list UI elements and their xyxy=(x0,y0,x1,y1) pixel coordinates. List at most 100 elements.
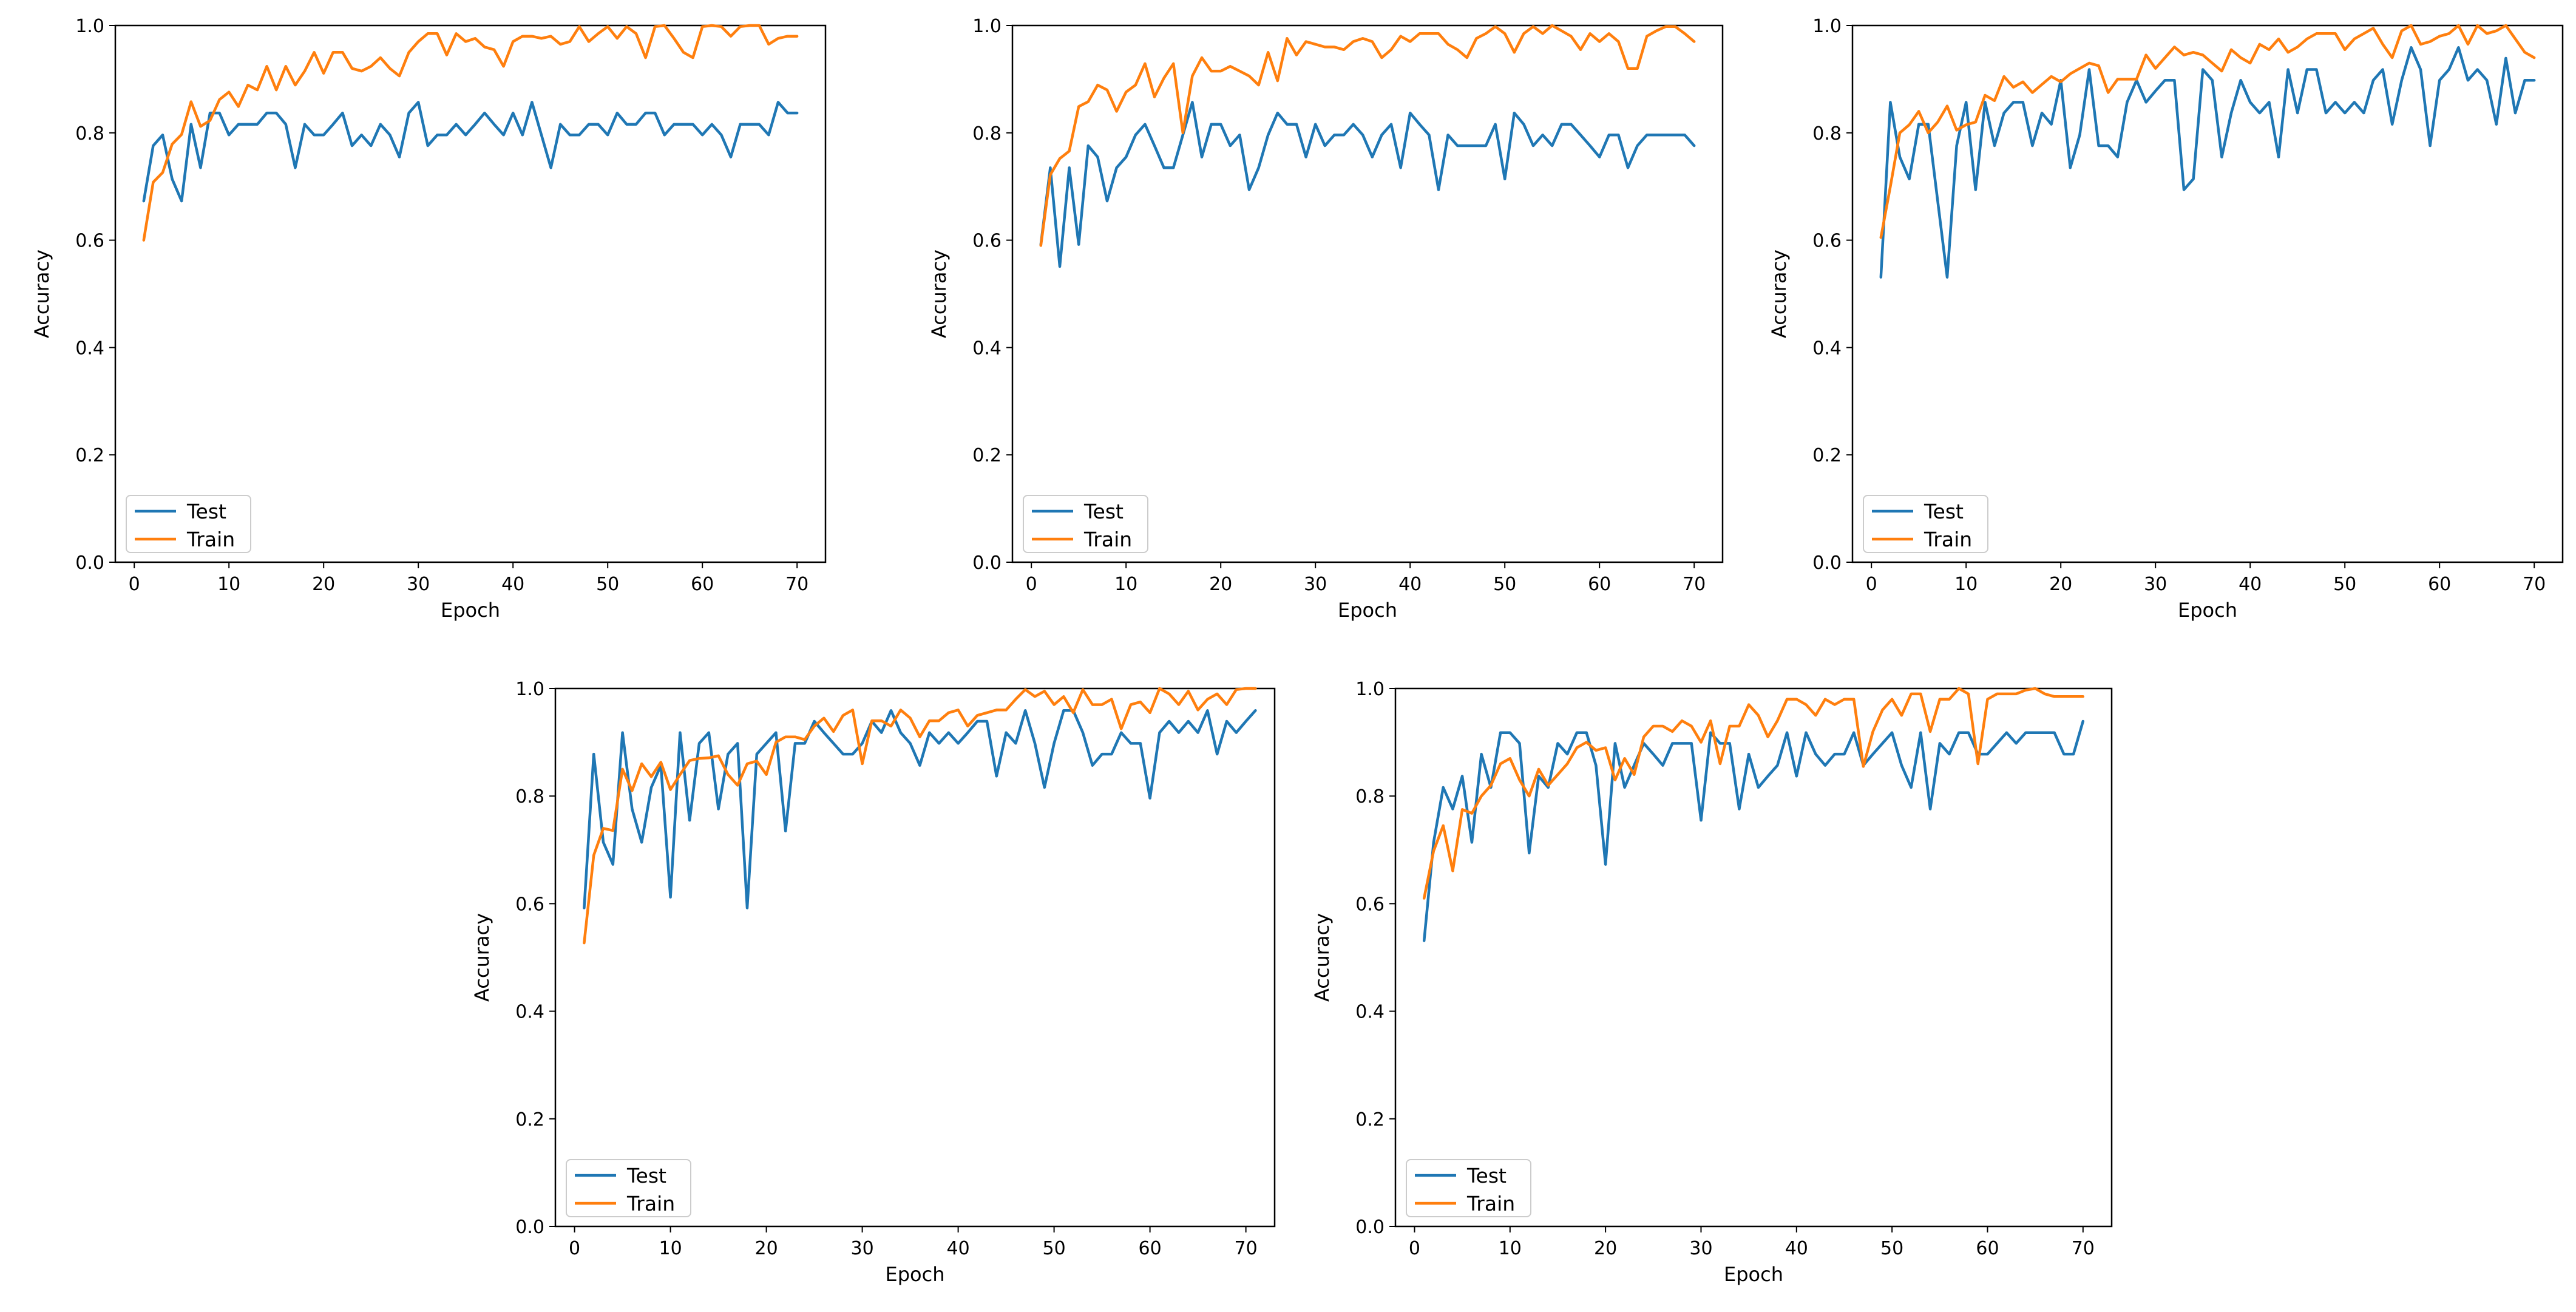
y-tick-label: 0.4 xyxy=(1812,338,1842,359)
data-point-test xyxy=(2306,69,2308,71)
data-point-test xyxy=(1513,112,1516,114)
data-point-train xyxy=(928,719,930,722)
data-point-train xyxy=(2024,689,2027,692)
data-point-test xyxy=(583,907,585,909)
data-point-test xyxy=(1700,819,1703,821)
data-point-test xyxy=(1795,775,1798,777)
data-point-train xyxy=(774,741,777,744)
legend-label-test: Test xyxy=(186,500,226,523)
data-point-test xyxy=(1927,123,1930,126)
series-points-test xyxy=(143,101,798,202)
data-point-train xyxy=(2173,46,2175,48)
data-point-test xyxy=(1671,742,1673,744)
data-point-train xyxy=(483,46,486,48)
data-point-test xyxy=(2117,156,2119,158)
data-point-train xyxy=(493,49,495,51)
y-tick-label: 0.6 xyxy=(1355,894,1385,915)
data-point-train xyxy=(616,37,619,39)
series-points-train xyxy=(1880,24,2535,239)
data-point-train xyxy=(720,25,722,28)
x-tick-label: 10 xyxy=(659,1238,682,1259)
data-point-test xyxy=(616,112,619,114)
data-point-train xyxy=(1767,736,1769,738)
axes-frame xyxy=(1394,687,2113,1228)
data-point-train xyxy=(2306,38,2308,40)
data-point-test xyxy=(143,200,145,202)
data-point-train xyxy=(1681,719,1683,722)
data-point-test xyxy=(1024,709,1026,712)
data-point-test xyxy=(606,134,609,136)
data-point-test xyxy=(2107,144,2109,147)
data-point-test xyxy=(822,732,825,734)
data-point-train xyxy=(2062,695,2065,698)
data-point-test xyxy=(622,732,624,734)
data-point-test xyxy=(1286,123,1288,126)
data-point-train xyxy=(1149,712,1151,714)
data-point-train xyxy=(2220,70,2223,72)
data-point-test xyxy=(1834,753,1836,755)
x-tick-label: 30 xyxy=(407,574,430,595)
data-point-train xyxy=(1910,693,1913,695)
data-point-train xyxy=(1187,690,1190,692)
legend-label-train: Train xyxy=(626,1192,675,1215)
data-point-test xyxy=(2003,112,2005,114)
data-point-train xyxy=(398,75,401,77)
data-point-train xyxy=(1024,688,1026,691)
data-point-train xyxy=(1409,41,1411,43)
data-point-train xyxy=(1096,84,1099,86)
legend-label-train: Train xyxy=(186,528,235,551)
data-point-test xyxy=(2410,46,2412,49)
x-tick-label: 60 xyxy=(1588,574,1611,595)
data-point-train xyxy=(417,41,419,43)
data-point-test xyxy=(796,112,798,114)
x-tick-label: 70 xyxy=(2523,574,2546,595)
x-axis-label: Epoch xyxy=(2178,599,2237,622)
data-point-train xyxy=(1245,687,1247,690)
data-point-test xyxy=(717,808,720,811)
data-point-train xyxy=(1197,709,1199,711)
data-point-train xyxy=(1059,157,1061,160)
data-point-train xyxy=(787,35,789,38)
data-point-train xyxy=(1956,129,1958,131)
data-point-train xyxy=(2429,41,2432,43)
data-point-train xyxy=(625,25,628,28)
data-point-train xyxy=(1043,690,1046,692)
data-point-train xyxy=(2334,32,2337,35)
data-point-train xyxy=(2201,54,2204,56)
data-point-test xyxy=(190,123,192,126)
data-point-test xyxy=(688,819,691,821)
data-point-test xyxy=(1891,732,1893,734)
x-tick-label: 10 xyxy=(1499,1238,1522,1259)
data-point-train xyxy=(1216,693,1218,695)
legend-label-train: Train xyxy=(1466,1192,1515,1215)
data-point-train xyxy=(1598,41,1601,43)
data-point-test xyxy=(2230,112,2232,114)
data-point-train xyxy=(237,106,240,108)
data-point-train xyxy=(2003,75,2005,78)
data-point-train xyxy=(645,56,647,59)
data-point-test xyxy=(1503,178,1506,180)
data-point-test xyxy=(1585,732,1588,734)
data-point-train xyxy=(427,32,429,35)
x-tick-label: 40 xyxy=(2239,574,2262,595)
data-point-test xyxy=(758,123,761,126)
data-point-train xyxy=(2082,695,2084,698)
data-point-train xyxy=(1700,741,1703,744)
data-point-test xyxy=(1595,764,1597,767)
y-axis-label: Accuracy xyxy=(470,913,493,1002)
y-tick-label: 0.2 xyxy=(1355,1109,1385,1130)
y-tick-label: 0.4 xyxy=(972,338,1002,359)
x-tick-label: 70 xyxy=(1235,1238,1258,1259)
data-point-train xyxy=(679,773,681,776)
data-point-train xyxy=(1532,25,1534,28)
data-point-test xyxy=(1910,786,1913,789)
data-point-train xyxy=(592,854,595,857)
data-point-train xyxy=(1110,698,1113,701)
data-point-train xyxy=(550,35,552,38)
data-point-test xyxy=(2344,112,2346,114)
data-point-train xyxy=(1627,67,1629,70)
data-point-test xyxy=(1899,156,1901,158)
data-point-test xyxy=(640,841,643,843)
data-point-test xyxy=(2429,144,2432,147)
data-point-train xyxy=(455,32,458,35)
